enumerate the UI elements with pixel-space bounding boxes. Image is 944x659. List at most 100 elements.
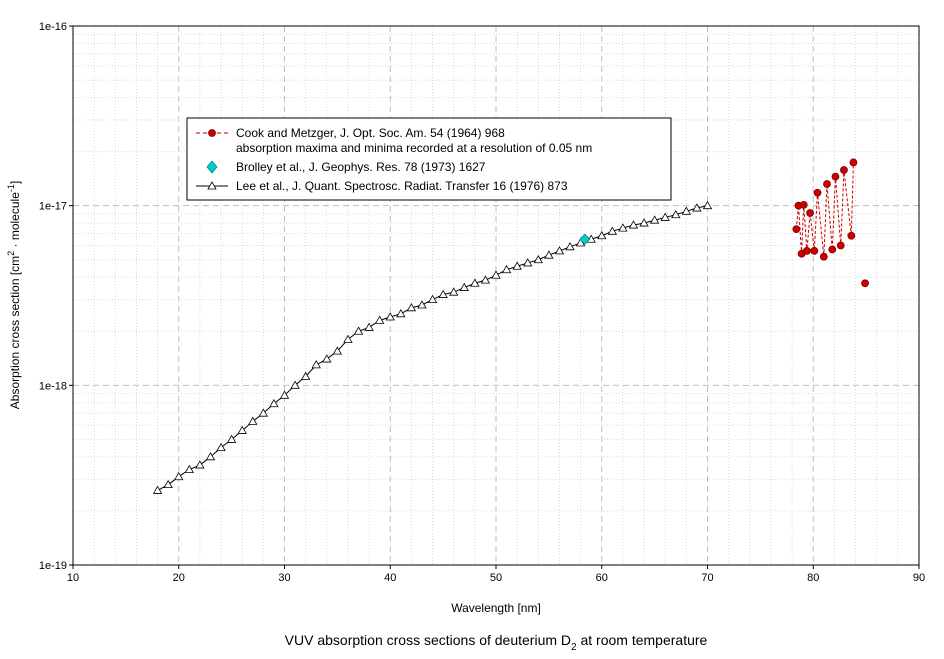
data-point-lee [343, 334, 353, 343]
data-point-lee [438, 289, 448, 298]
data-point-lee [491, 270, 501, 279]
chart-caption: VUV absorption cross sections of deuteri… [285, 632, 708, 653]
legend-entry-lee: Lee et al., J. Quant. Spectrosc. Radiat.… [196, 179, 568, 193]
data-point-lee [607, 226, 618, 235]
data-point-lee [597, 230, 607, 240]
data-point-lee [512, 261, 522, 270]
x-tick-label: 70 [701, 572, 713, 584]
data-point-cook [831, 172, 840, 181]
x-tick-label: 30 [278, 572, 290, 584]
y-axis-title: Absorption cross section [cm2 · molecule… [6, 181, 22, 409]
data-point-cook [840, 166, 848, 174]
data-point-lee [480, 275, 491, 284]
x-axis-title: Wavelength [nm] [451, 601, 541, 615]
legend-label-lee: Lee et al., J. Quant. Spectrosc. Radiat.… [236, 179, 568, 193]
data-point-brolley [579, 233, 591, 245]
data-point-lee [449, 287, 459, 296]
data-point-lee [618, 223, 628, 232]
data-point-lee [374, 315, 385, 324]
data-point-lee [353, 326, 364, 335]
data-point-lee [195, 460, 205, 469]
data-point-cook [823, 180, 831, 188]
data-point-lee [660, 212, 670, 221]
data-point-lee [692, 203, 702, 212]
x-tick-label: 90 [913, 572, 925, 584]
data-point-lee [332, 346, 343, 355]
data-point-lee [205, 452, 216, 461]
legend-entry-brolley: Brolley et al., J. Geophys. Res. 78 (197… [206, 160, 486, 174]
legend-marker-cook [208, 129, 216, 137]
data-point-lee [385, 312, 395, 321]
data-point-lee [322, 354, 332, 363]
data-point-lee [237, 425, 247, 434]
data-point-lee [396, 309, 406, 318]
data-point-lee [565, 242, 575, 251]
grid [73, 26, 919, 565]
data-point-cook [847, 231, 856, 240]
data-point-cook [813, 188, 822, 197]
data-point-lee [258, 408, 269, 417]
data-point-lee [628, 220, 639, 229]
data-point-lee [702, 200, 713, 210]
data-point-lee [248, 416, 258, 425]
legend-box [186, 117, 672, 201]
data-point-cook [819, 252, 828, 261]
data-point-lee [226, 434, 237, 443]
data-point-lee [554, 246, 565, 255]
data-point-lee [544, 250, 554, 259]
data-point-lee [311, 360, 321, 369]
y-tick-label: 1e-19 [39, 560, 67, 572]
data-point-cook [803, 247, 811, 255]
data-point-cook [861, 279, 869, 288]
data-point-lee [639, 218, 649, 227]
data-point-lee [501, 264, 512, 274]
x-tick-label: 60 [596, 572, 608, 584]
data-point-lee [459, 282, 469, 291]
data-point-cook [836, 241, 845, 250]
data-point-lee [681, 206, 692, 215]
data-point-cook [849, 158, 858, 167]
y-tick-label: 1e-17 [39, 201, 67, 213]
data-point-lee [417, 300, 427, 309]
data-point-cook [810, 247, 819, 255]
legend-label-cook: Cook and Metzger, J. Opt. Soc. Am. 54 (1… [236, 126, 505, 140]
legend-label-cook-line2: absorption maxima and minima recorded at… [236, 141, 592, 155]
legend-entry-cook: Cook and Metzger, J. Opt. Soc. Am. 54 (1… [196, 126, 592, 155]
data-point-lee [184, 464, 195, 473]
legend: Cook and Metzger, J. Opt. Soc. Am. 54 (1… [186, 117, 672, 201]
data-point-lee [174, 471, 184, 481]
data-point-lee [364, 322, 374, 331]
axis-ticks: 10 20 30 40 50 60 70 80 90 1e-19 1e-18 1e-17 1e-16 [39, 21, 925, 584]
x-tick-label: 10 [67, 572, 79, 584]
data-point-lee [163, 479, 173, 489]
series-line-cook [795, 162, 854, 257]
x-tick-label: 80 [807, 572, 819, 584]
data-point-lee [523, 258, 533, 267]
data-point-lee [470, 278, 480, 287]
data-point-cook [806, 209, 814, 217]
y-tick-label: 1e-18 [39, 380, 67, 392]
data-point-lee [152, 485, 163, 494]
legend-label-brolley: Brolley et al., J. Geophys. Res. 78 (197… [236, 160, 486, 174]
data-point-lee [279, 390, 290, 399]
data-point-lee [427, 294, 438, 304]
data-point-lee [290, 380, 300, 389]
data-point-lee [300, 371, 311, 380]
data-point-lee [269, 398, 279, 408]
legend-marker-brolley [206, 160, 218, 174]
data-point-lee [533, 254, 543, 264]
data-point-lee [406, 303, 417, 312]
data-point-lee [671, 209, 681, 219]
legend-marker-lee [207, 181, 217, 190]
data-point-cook [799, 200, 808, 209]
data-point-lee [216, 442, 226, 452]
y-tick-label: 1e-16 [39, 21, 67, 33]
series-layer [152, 158, 869, 494]
data-point-cook [792, 225, 801, 234]
x-tick-label: 40 [384, 572, 396, 584]
x-tick-label: 20 [173, 572, 185, 584]
data-point-lee [649, 215, 660, 224]
data-point-cook [828, 245, 837, 254]
